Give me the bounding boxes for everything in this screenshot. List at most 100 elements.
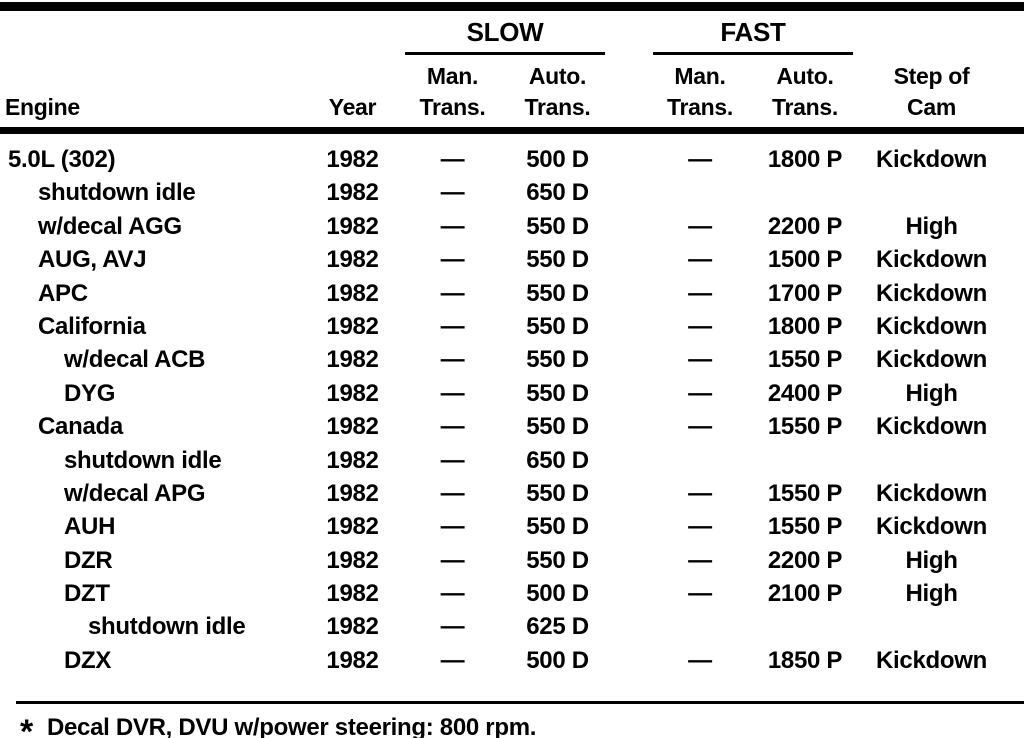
step-of-cam-cell — [858, 176, 1005, 209]
year-cell: 1982 — [326, 613, 379, 641]
row-spacer-cell — [610, 243, 648, 276]
step-of-cam-cell: High — [905, 212, 958, 240]
table-row: shutdown idle 1982 — 650 D — [0, 444, 1024, 477]
fast-auto-trans-cell: 1850 P — [767, 646, 843, 674]
fast-auto-trans-cell: 1500 P — [767, 246, 843, 274]
engine-cell: shutdown idle — [64, 446, 222, 474]
step-of-cam-cell: Kickdown — [876, 513, 987, 541]
row-spacer-cell — [610, 644, 648, 677]
slow-auto-trans-cell: 550 D — [526, 212, 589, 240]
step-of-cam-cell: High — [905, 580, 958, 608]
slow-underline — [405, 52, 605, 55]
table-row: shutdown idle 1982 — 650 D — [0, 176, 1024, 209]
fast-man-trans-cell: — — [688, 279, 712, 307]
fast-auto-trans-cell: 1550 P — [767, 513, 843, 541]
year-cell: 1982 — [326, 279, 379, 307]
footnote-asterisk: * — [20, 713, 33, 738]
slow-man-trans-cell: — — [440, 580, 465, 608]
fast-auto-trans-cell — [752, 176, 858, 209]
slow-man-trans-cell: — — [440, 212, 465, 240]
row-spacer-cell — [610, 310, 648, 343]
slow-auto-trans-cell: 650 D — [526, 446, 589, 474]
fast-auto-trans-cell: 2100 P — [767, 580, 843, 608]
year-cell: 1982 — [326, 346, 379, 374]
fast-auto-trans-cell: 2200 P — [767, 546, 843, 574]
fast-man-trans-cell: — — [688, 146, 712, 173]
slow-auto-trans-cell: 550 D — [526, 546, 589, 574]
step-of-cam-cell — [858, 610, 1005, 643]
table-row: Canada 1982 — 550 D — 1550 P Kickdown — [0, 410, 1024, 443]
row-spacer-cell — [610, 610, 648, 643]
row-spacer-cell — [610, 510, 648, 543]
fast-auto-trans-cell: 1550 P — [767, 346, 843, 374]
group-header-slow: SLOW — [400, 11, 610, 55]
engine-cell: shutdown idle — [88, 613, 246, 641]
fast-auto-trans-cell: 1550 P — [767, 413, 843, 441]
slow-auto-trans-cell: 500 D — [526, 580, 589, 608]
year-cell: 1982 — [326, 446, 379, 474]
fast-man-trans-cell: — — [688, 246, 712, 274]
slow-man-trans-cell: — — [440, 346, 465, 374]
fast-man-trans-cell — [648, 444, 752, 477]
slow-man-trans-cell: — — [440, 646, 465, 674]
row-spacer-cell — [610, 577, 648, 610]
step-of-cam-cell: Kickdown — [876, 246, 987, 274]
engine-cell: AUH — [64, 513, 116, 541]
group-header-fast-label: FAST — [720, 17, 786, 47]
table-column-header-row: Engine Year Man. Trans. Auto. Trans. Man… — [0, 47, 1024, 127]
table-row: DZR 1982 — 550 D — 2200 P High — [0, 544, 1024, 577]
table-group-header-row: SLOW FAST — [0, 11, 1024, 55]
column-header-step-of-cam: Step of Cam — [893, 63, 970, 120]
fast-man-trans-cell — [648, 176, 752, 209]
slow-auto-trans-cell: 550 D — [526, 413, 589, 441]
slow-man-trans-cell: — — [440, 446, 465, 474]
step-of-cam-cell: Kickdown — [876, 279, 987, 307]
row-spacer-cell — [610, 277, 648, 310]
engine-cell: shutdown idle — [38, 179, 196, 207]
step-of-cam-cell: Kickdown — [876, 146, 987, 173]
year-cell: 1982 — [326, 246, 379, 274]
engine-cell: AUG, AVJ — [38, 246, 147, 274]
year-cell: 1982 — [326, 479, 379, 507]
fast-auto-trans-cell: 1800 P — [767, 146, 843, 173]
fast-man-trans-cell: — — [688, 546, 712, 574]
slow-man-trans-cell: — — [440, 179, 465, 207]
slow-auto-trans-cell: 550 D — [526, 346, 589, 374]
column-header-engine: Engine — [5, 94, 80, 120]
table-row: DZX 1982 — 500 D — 1850 P Kickdown — [0, 644, 1024, 677]
fast-underline — [653, 52, 853, 55]
column-header-spacer — [610, 49, 648, 127]
slow-auto-trans-cell: 550 D — [526, 479, 589, 507]
column-header-year: Year — [328, 94, 377, 120]
table-row: w/decal AGG 1982 — 550 D — 2200 P High — [0, 210, 1024, 243]
row-spacer-cell — [610, 210, 648, 243]
column-header-fast-man-trans: Man. Trans. — [667, 63, 733, 120]
slow-man-trans-cell: — — [440, 413, 465, 441]
row-spacer-cell — [610, 143, 648, 176]
slow-man-trans-cell: — — [440, 546, 465, 574]
slow-man-trans-cell: — — [440, 246, 465, 274]
row-spacer-cell — [610, 544, 648, 577]
fast-man-trans-cell: — — [688, 479, 712, 507]
footnote: * Decal DVR, DVU w/power steering: 800 r… — [0, 704, 1024, 738]
engine-cell: DYG — [64, 379, 116, 407]
step-of-cam-cell: Kickdown — [876, 479, 987, 507]
table-row: APC 1982 — 550 D — 1700 P Kickdown — [0, 277, 1024, 310]
table-body: 5.0L (302) 1982 — 500 D — 1800 P Kickdow… — [0, 134, 1024, 677]
fast-auto-trans-cell — [752, 444, 858, 477]
slow-auto-trans-cell: 550 D — [526, 379, 589, 407]
engine-cell: DZT — [64, 580, 110, 608]
step-of-cam-cell: Kickdown — [876, 646, 987, 674]
year-cell: 1982 — [326, 179, 379, 207]
slow-auto-trans-cell: 625 D — [526, 613, 589, 641]
fast-auto-trans-cell: 2200 P — [767, 212, 843, 240]
fast-auto-trans-cell: 1800 P — [767, 312, 843, 340]
slow-man-trans-cell: — — [440, 146, 465, 173]
column-header-slow-man-trans: Man. Trans. — [419, 63, 486, 120]
engine-cell: 5.0L (302) — [8, 146, 116, 173]
fast-man-trans-cell: — — [688, 580, 712, 608]
step-of-cam-cell — [858, 444, 1005, 477]
engine-cell: w/decal APG — [64, 479, 206, 507]
table-row: 5.0L (302) 1982 — 500 D — 1800 P Kickdow… — [0, 143, 1024, 176]
